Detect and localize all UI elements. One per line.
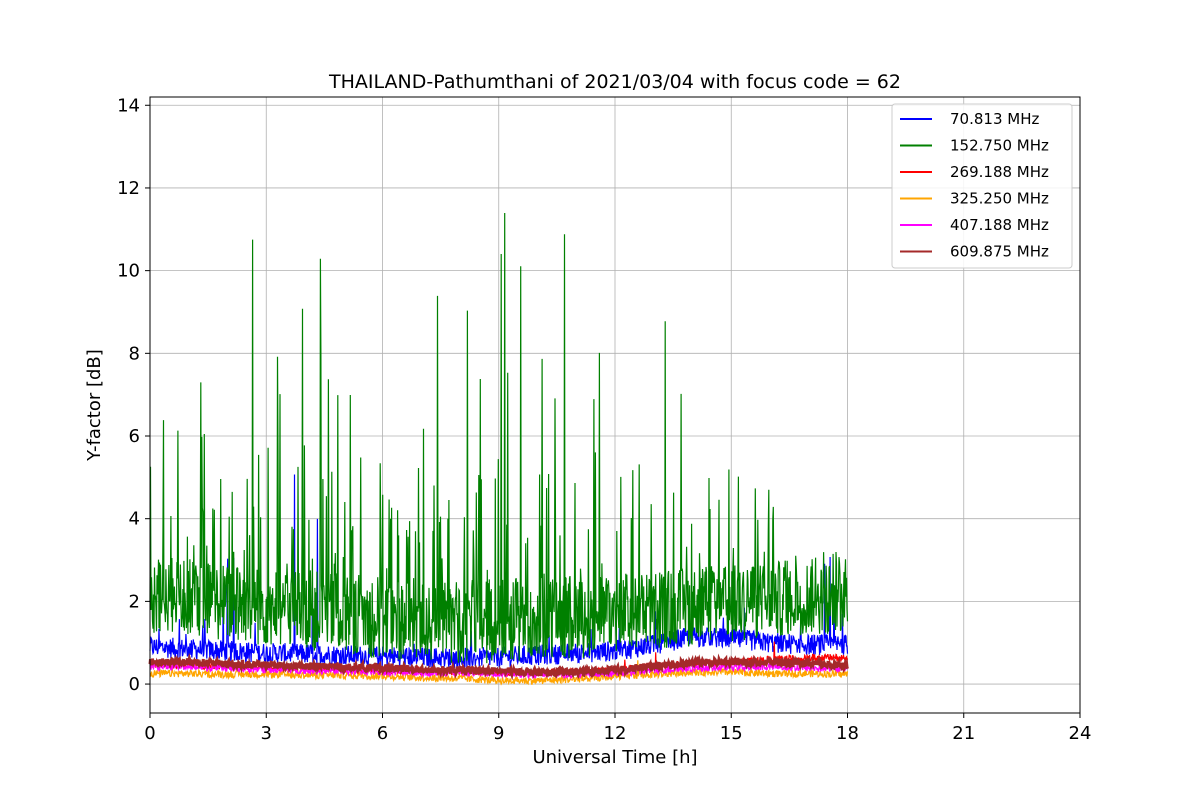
y-tick-label: 4 bbox=[129, 509, 140, 530]
y-tick-label: 0 bbox=[129, 674, 140, 695]
x-tick-label: 21 bbox=[952, 723, 975, 744]
legend-label: 407.188 MHz bbox=[950, 216, 1049, 234]
series-line-1 bbox=[149, 212, 849, 664]
x-axis: 0 3 6 9 12 15 18 21 24 bbox=[144, 713, 1091, 744]
y-axis-title: Y-factor [dB] bbox=[84, 349, 105, 462]
y-tick-label: 12 bbox=[117, 178, 140, 199]
series-layer bbox=[148, 212, 849, 686]
legend-label: 269.188 MHz bbox=[950, 163, 1049, 181]
legend: 70.813 MHz 152.750 MHz 269.188 MHz 325.250 … bbox=[891, 103, 1073, 269]
x-tick-label: 24 bbox=[1069, 723, 1092, 744]
x-tick-label: 12 bbox=[604, 723, 627, 744]
x-axis-title: Universal Time [h] bbox=[532, 747, 697, 768]
x-tick-label: 6 bbox=[377, 723, 388, 744]
y-axis: 0 2 4 6 8 10 12 14 bbox=[117, 95, 150, 695]
legend-label: 70.813 MHz bbox=[950, 110, 1039, 128]
x-tick-label: 9 bbox=[493, 723, 504, 744]
legend-label: 152.750 MHz bbox=[950, 137, 1049, 155]
x-tick-label: 15 bbox=[720, 723, 743, 744]
series-line-0 bbox=[149, 474, 849, 669]
legend-label: 325.250 MHz bbox=[950, 190, 1049, 208]
plot-frame bbox=[149, 96, 1081, 714]
x-tick-label: 0 bbox=[144, 723, 155, 744]
y-tick-label: 14 bbox=[117, 95, 140, 116]
y-tick-label: 6 bbox=[129, 426, 140, 447]
y-tick-label: 2 bbox=[129, 591, 140, 612]
y-tick-label: 8 bbox=[129, 343, 140, 364]
series-line-5 bbox=[148, 652, 849, 681]
series-line-3 bbox=[149, 660, 849, 686]
chart-title: THAILAND-Pathumthani of 2021/03/04 with … bbox=[328, 71, 901, 93]
x-tick-label: 3 bbox=[261, 723, 272, 744]
x-tick-label: 18 bbox=[836, 723, 859, 744]
legend-box bbox=[891, 103, 1073, 269]
legend-label: 609.875 MHz bbox=[950, 243, 1049, 261]
y-tick-label: 10 bbox=[117, 261, 140, 282]
